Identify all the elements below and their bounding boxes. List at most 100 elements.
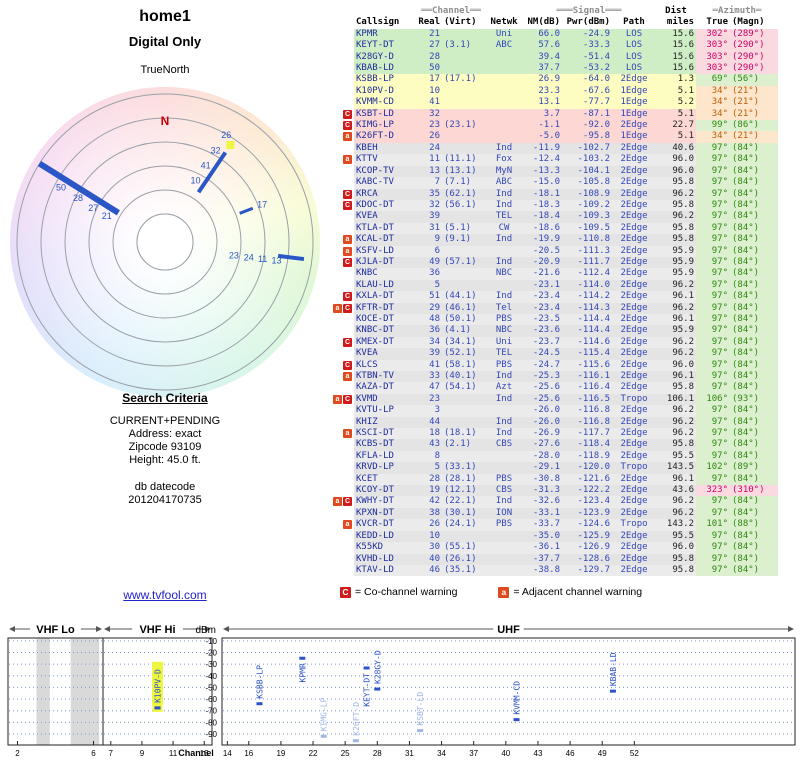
virtual-channel-cell: (50.1) — [442, 313, 486, 326]
azimuth-magn-cell: (84°) — [730, 564, 778, 577]
real-channel-cell: 3 — [416, 405, 442, 417]
network-cell: NBC — [486, 268, 522, 280]
virtual-channel-cell: (57.1) — [442, 256, 486, 269]
adjacent-channel-marker: a — [333, 394, 342, 404]
channel-tick-label: 25 — [341, 749, 350, 758]
dist-miles-cell: 95.9 — [656, 256, 696, 269]
azimuth-true-cell: 97° — [696, 450, 730, 463]
real-channel-cell: 5 — [416, 279, 442, 292]
path-cell: 2Edge — [612, 405, 656, 417]
co-channel-marker: C — [343, 303, 352, 313]
pwr-dbm-cell: -126.9 — [562, 542, 612, 554]
callsign-cell: KTAV-LD — [354, 564, 416, 577]
warning-marker-cell — [330, 40, 354, 52]
callsign-cell: KEDD-LD — [354, 530, 416, 543]
pwr-dbm-cell: -109.5 — [562, 222, 612, 235]
callsign-cell: KVTU-LP — [354, 405, 416, 417]
network-cell: Ind — [486, 428, 522, 440]
callsign-cell: KABC-TV — [354, 177, 416, 189]
azimuth-magn-cell: (84°) — [730, 553, 778, 565]
pwr-dbm-cell: -51.4 — [562, 51, 612, 64]
path-cell: 1Edge — [612, 108, 656, 121]
station-point-label: K26FT-D — [352, 702, 361, 736]
table-row: KVTU-LP 3 -26.0 -116.8 2Edge 96.2 97° (84°) — [330, 405, 778, 417]
table-row: KABC-TV 7 (7.1) ABC -15.0 -105.8 2Edge 95.8 97°(… — [330, 177, 778, 189]
dist-miles-cell: 95.9 — [656, 268, 696, 280]
channel-tick-label: 6 — [91, 749, 96, 758]
path-cell: 1Edge — [612, 131, 656, 143]
adjacent-channel-text: = Adjacent channel warning — [513, 586, 643, 598]
station-point-label: KSBT-LD — [416, 692, 425, 726]
nm-db-cell: -31.3 — [522, 485, 562, 497]
warning-marker-cell: C — [330, 199, 354, 212]
real-channel-cell: 42 — [416, 496, 442, 508]
azimuth-magn-cell: (84°) — [730, 313, 778, 326]
dist-miles-cell: 95.8 — [656, 222, 696, 235]
callsign-cell: KJLA-DT — [354, 256, 416, 269]
highlighted-tip-marker — [226, 141, 235, 150]
pwr-dbm-cell: -33.3 — [562, 40, 612, 52]
pwr-dbm-cell: -108.9 — [562, 188, 612, 200]
criteria-line: Zipcode 93109 — [128, 441, 202, 453]
dist-miles-cell: 95.8 — [656, 199, 696, 212]
virtual-channel-cell: (18.1) — [442, 428, 486, 440]
table-row: C KRCA 35 (62.1) Ind -18.1 -108.9 2Edge 96.2 97°(… — [330, 188, 778, 200]
azimuth-true-cell: 97° — [696, 359, 730, 371]
warning-marker-cell — [330, 211, 354, 223]
warning-marker-cell — [330, 313, 354, 326]
azimuth-true-cell: 97° — [696, 428, 730, 440]
nm-db-cell: -18.1 — [522, 188, 562, 200]
dist-miles-cell: 5.1 — [656, 85, 696, 98]
network-cell — [486, 450, 522, 463]
dist-miles-cell: 96.2 — [656, 405, 696, 417]
nm-db-cell: -5.0 — [522, 131, 562, 143]
nm-db-cell: 3.7 — [522, 108, 562, 121]
path-cell: Tropo — [612, 462, 656, 474]
channel-tick-label: 28 — [373, 749, 382, 758]
azimuth-magn-cell: (84°) — [730, 154, 778, 166]
adjacent-channel-marker: a — [333, 497, 342, 507]
channel-tick-label: 43 — [534, 749, 543, 758]
path-cell: 2Edge — [612, 564, 656, 577]
virtual-channel-cell: (55.1) — [442, 542, 486, 554]
nm-db-cell: -13.3 — [522, 165, 562, 178]
virtual-channel-cell: (24.1) — [442, 519, 486, 531]
callsign-cell: KMEX-DT — [354, 336, 416, 349]
nm-db-cell: -23.7 — [522, 336, 562, 349]
azimuth-true-cell: 97° — [696, 154, 730, 166]
warning-marker-cell: a — [330, 154, 354, 166]
table-row: K10PV-D 10 23.3 -67.6 1Edge 5.1 34° (21°) — [330, 85, 778, 98]
azimuth-magn-cell: (84°) — [730, 371, 778, 383]
virtual-channel-cell — [442, 142, 486, 155]
azimuth-true-cell: 97° — [696, 177, 730, 189]
real-channel-cell: 13 — [416, 165, 442, 178]
real-channel-cell: 39 — [416, 348, 442, 360]
pwr-dbm-cell: -112.4 — [562, 268, 612, 280]
table-row: K55KD 30 (55.1) -36.1 -126.9 2Edge 96.0 97° (84°… — [330, 542, 778, 554]
warning-marker-cell — [330, 405, 354, 417]
radar-channel-label: 27 — [88, 203, 98, 213]
adjacent-channel-marker: a — [343, 132, 352, 142]
table-row: KBEH 24 Ind -11.9 -102.7 2Edge 40.6 97° (84°) — [330, 142, 778, 155]
network-cell — [486, 553, 522, 565]
real-channel-cell: 41 — [416, 97, 442, 109]
azimuth-true-cell: 97° — [696, 542, 730, 554]
azimuth-magn-cell: (290°) — [730, 40, 778, 52]
channel-tick-label: 46 — [566, 749, 575, 758]
callsign-cell: KRCA — [354, 188, 416, 200]
network-cell — [486, 462, 522, 474]
station-point-marker — [256, 702, 263, 706]
pwr-dbm-cell: -121.6 — [562, 473, 612, 486]
band-label: VHF Hi — [139, 624, 175, 636]
warning-marker-cell: C — [330, 120, 354, 132]
table-row: KPXN-DT 38 (30.1) ION -33.1 -123.9 2Edge 96.2 97… — [330, 507, 778, 520]
tvfool-link[interactable]: www.tvfool.com — [123, 588, 207, 602]
virtual-channel-cell: (2.1) — [442, 439, 486, 451]
azimuth-true-cell: 303° — [696, 51, 730, 64]
virtual-channel-cell — [442, 245, 486, 257]
station-point-marker — [363, 666, 370, 670]
pwr-dbm-cell: -103.2 — [562, 154, 612, 166]
dist-miles-cell: 95.9 — [656, 325, 696, 337]
adjacent-channel-marker: a — [343, 372, 352, 381]
table-row: KTLA-DT 31 (5.1) CW -18.6 -109.5 2Edge 95.8 97°(… — [330, 222, 778, 235]
